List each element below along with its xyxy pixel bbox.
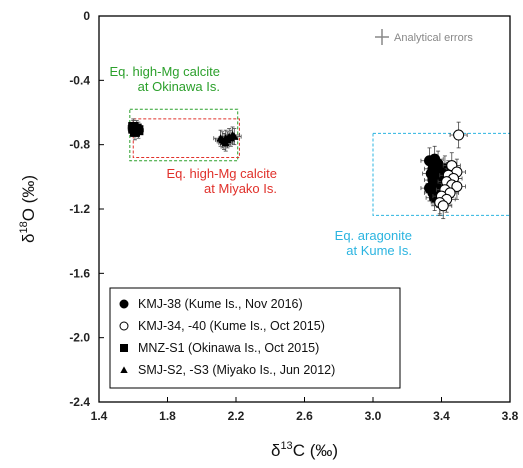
- legend-marker: [120, 366, 128, 373]
- x-tick-label: 2.2: [228, 409, 245, 423]
- series-1: [430, 121, 468, 220]
- x-tick-label: 1.8: [159, 409, 176, 423]
- x-tick-label: 3.0: [365, 409, 382, 423]
- y-tick-label: -2.0: [69, 331, 90, 345]
- legend-entry: KMJ-38 (Kume Is., Nov 2016): [138, 297, 303, 311]
- data-point: [451, 180, 463, 192]
- y-tick-label: -0.8: [69, 138, 90, 152]
- x-tick-label: 1.4: [91, 409, 108, 423]
- legend-entry: KMJ-34, -40 (Kume Is., Oct 2015): [138, 319, 325, 333]
- data-point: [133, 125, 144, 136]
- x-tick-label: 3.8: [502, 409, 519, 423]
- y-tick-label: -1.2: [69, 202, 90, 216]
- data-point: [437, 200, 449, 212]
- y-tick-label: -0.4: [69, 73, 90, 87]
- equilibrium-label-kume: at Kume Is.: [346, 243, 412, 258]
- equilibrium-label-okinawa: Eq. high-Mg calcite: [109, 64, 220, 79]
- data-series: [127, 118, 468, 220]
- equilibrium-label-miyako: Eq. high-Mg calcite: [166, 166, 277, 181]
- analytical-errors-label: Analytical errors: [394, 32, 473, 44]
- equilibrium-label-kume: Eq. aragonite: [335, 228, 412, 243]
- legend-entry: SMJ-S2, -S3 (Miyako Is., Jun 2012): [138, 363, 335, 377]
- data-point: [453, 129, 465, 141]
- legend-marker: [119, 299, 129, 309]
- legend-entry: MNZ-S1 (Okinawa Is., Oct 2015): [138, 341, 319, 355]
- legend-frame: [109, 287, 401, 389]
- x-tick-label: 2.6: [296, 409, 313, 423]
- data-point: [221, 138, 230, 147]
- equilibrium-box-okinawa: [129, 108, 239, 162]
- equilibrium-label-okinawa: at Okinawa Is.: [138, 79, 220, 94]
- y-tick-label: -1.6: [69, 266, 90, 280]
- data-point: [230, 132, 239, 140]
- axis-ticks: 1.4 1.8 2.2 2.6 3.0 3.4 3.8 0 -0.4 -0.8 -1.2 -1.6 -2…: [69, 9, 518, 423]
- series-3: [213, 126, 242, 152]
- x-tick-label: 3.4: [433, 409, 450, 423]
- x-axis-title: δ13C (‰): [271, 440, 338, 460]
- y-axis-title: δ18O (‰): [18, 175, 38, 243]
- y-tick-label: -2.4: [69, 395, 90, 409]
- data-point: [128, 121, 139, 132]
- legend-marker: [119, 321, 129, 331]
- equilibrium-label-miyako: at Miyako Is.: [204, 181, 277, 196]
- equilibrium-box-miyako: [132, 118, 240, 159]
- legend: KMJ-38 (Kume Is., Nov 2016) KMJ-34, -40 (…: [109, 287, 401, 389]
- series-2: [127, 118, 144, 141]
- data-point: [216, 134, 225, 142]
- legend-marker: [120, 344, 128, 352]
- analytical-errors-marker: Analytical errors: [375, 29, 473, 45]
- y-tick-label: 0: [83, 9, 90, 23]
